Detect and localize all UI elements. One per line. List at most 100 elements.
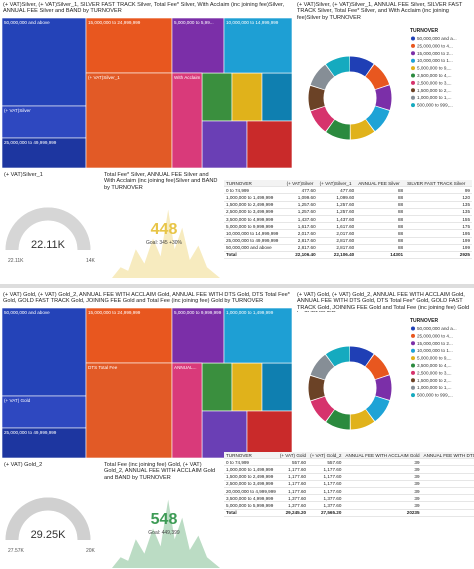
cell: 34: [421, 487, 474, 496]
cell: 2,817.60: [284, 244, 318, 252]
cell: 34: [421, 473, 474, 481]
legend-title: TURNOVER: [410, 28, 438, 34]
cell: 1,099.60: [284, 193, 318, 202]
legend-label: 10,000,000 to 1...: [417, 58, 453, 63]
table-row: 25,000,000 to 49,999,999 2,817.60 2,817.60…: [224, 237, 472, 245]
treemap-tile: [246, 120, 293, 169]
legend-label: 1,000,000 to 1,...: [417, 95, 451, 100]
cell: 557.60: [277, 458, 309, 467]
legend-label: 1,000,000 to 1,...: [417, 385, 451, 390]
legend-swatch: [411, 88, 415, 93]
header-cell: ANNUAL FEE WITH DTS Gold: [421, 452, 474, 460]
legend-swatch: [411, 36, 415, 41]
treemap-label: 50,000,000 and above: [4, 20, 50, 25]
cell: 477.60: [317, 186, 357, 195]
cell: 135: [405, 208, 472, 216]
cell: 39: [343, 501, 422, 510]
total-cell: 20235: [343, 508, 422, 517]
cell: 1,377.60: [277, 494, 309, 503]
table-row: 5,000,000 to 9,999,999 1,617.60 1,617.60 88…: [224, 222, 472, 231]
treemap-tile: [231, 362, 263, 412]
total-cell: 29,245.20: [277, 508, 309, 517]
cell: 2,817.60: [317, 237, 357, 245]
treemap-tile: [261, 362, 293, 412]
legend-swatch: [411, 363, 415, 368]
treemap-label: 15,000,000 to 24,999,999: [88, 310, 141, 315]
cell: 1,177.60: [277, 465, 309, 474]
cell: 88: [356, 222, 406, 231]
cell: 2,017.60: [317, 229, 357, 238]
card-area: [112, 499, 220, 568]
gauge-min: 22.11K: [8, 258, 24, 264]
cell: 1,177.60: [308, 480, 344, 488]
legend-label: 15,000,000 to 2...: [417, 51, 453, 56]
table-row: 3,500,000 to 4,999,999 1,437.60 1,437.60 88…: [224, 215, 472, 224]
treemap-tile: [223, 307, 293, 364]
cell: 1,177.60: [277, 487, 309, 496]
cell: 34: [421, 480, 474, 488]
cell: 2,500,000 to 3,499,999: [224, 480, 278, 488]
cell: 39: [343, 465, 422, 474]
table-row: 1,500,000 to 2,499,999 1,257.60 1,257.60 88…: [224, 201, 472, 209]
header-cell: SILVER FAST TRACK Silver: [405, 180, 472, 188]
cell: 2,500,000 to 3,499,999: [224, 208, 285, 216]
cell: 1,177.60: [277, 480, 309, 488]
cell: 1,377.60: [277, 501, 309, 510]
cell: 1,500,000 to 2,499,999: [224, 201, 285, 209]
legend-label: 2,500,000 to 3,...: [417, 80, 451, 85]
cell: 34: [421, 465, 474, 474]
header-cell: TURNOVER: [224, 180, 285, 188]
cell: 88: [356, 201, 406, 209]
gauge-fill: [5, 497, 91, 541]
legend-label: 500,000 to 999,...: [417, 103, 453, 108]
cell: 195: [405, 229, 472, 238]
legend-swatch: [411, 378, 415, 383]
total-cell: 18687: [421, 508, 474, 517]
cell: 1,257.60: [317, 201, 357, 209]
cell: 1,377.60: [308, 494, 344, 503]
header-cell: (+ VAT) Gold_2: [308, 452, 344, 460]
treemap-tile: [171, 362, 203, 459]
treemap-tile: [1, 307, 87, 397]
cell: 1,257.60: [284, 208, 318, 216]
legend-label: 10,000,000 to 1...: [417, 348, 453, 353]
cell: 10,000,000 to 14,999,999: [224, 229, 285, 238]
legend-label: 5,000,000 to 9,...: [417, 356, 451, 361]
donut-segment: [308, 346, 392, 430]
header-cell: TURNOVER: [224, 452, 278, 460]
treemap-tile: [246, 410, 293, 459]
table-row: 20,000,000 to 4,999,999 1,177.60 1,177.60 3…: [224, 487, 474, 496]
cell: 1,617.60: [317, 222, 357, 231]
treemap-tile: [201, 72, 233, 122]
treemap-label: 10,000,000 to 14,999,999: [226, 20, 279, 25]
table-total: Total 22,106.40 22,106.40 14301 2925: [224, 250, 472, 260]
section: 50,000,000 and above 15,000,000 to 24,999…: [0, 290, 474, 569]
table-row: 2,500,000 to 3,499,999 1,177.60 1,177.60 39…: [224, 480, 474, 488]
card-value: 548: [151, 511, 178, 528]
cell: 50,000,000 and above: [224, 244, 285, 252]
legend-label: 3,500,000 to 4,...: [417, 73, 451, 78]
legend-swatch: [411, 43, 415, 48]
legend-swatch: [411, 356, 415, 361]
treemap-title: (+ VAT)Silver, (+ VAT)Silver_1, SILVER F…: [3, 2, 285, 15]
cell: 39: [343, 494, 422, 503]
cell: 135: [405, 201, 472, 209]
legend-swatch: [411, 95, 415, 100]
treemap-label: With Acclaim: [174, 75, 200, 80]
treemap-tile: [1, 17, 87, 107]
table-row: 2,500,000 to 3,499,999 1,257.60 1,257.60 88…: [224, 208, 472, 216]
table-header: TURNOVER (+ VAT)Silver (+ VAT)Silver_1 ANNU…: [224, 180, 472, 188]
cell: 3,500,000 to 4,999,999: [224, 215, 285, 224]
legend-label: 1,500,000 to 2,...: [417, 378, 451, 383]
cell: 99: [405, 186, 472, 195]
header-cell: ANNUAL FEE Silver: [356, 180, 406, 188]
legend-swatch: [411, 326, 415, 331]
table-row: 1,500,000 to 2,499,999 1,177.60 1,177.60 39…: [224, 473, 474, 481]
donut-segment: [308, 56, 392, 140]
legend-label: 50,000,000 and a...: [417, 326, 457, 331]
cell: 2,017.60: [284, 229, 318, 238]
cell: 39: [343, 480, 422, 488]
cell: 1,000,000 to 1,499,999: [224, 193, 285, 202]
cell: 0 to 74,999: [224, 186, 285, 195]
